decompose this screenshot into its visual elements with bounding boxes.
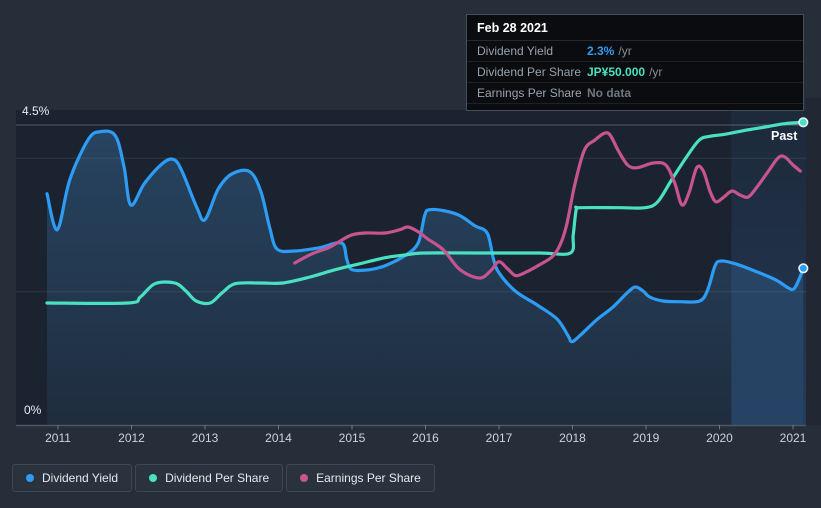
y-axis-max-label: 4.5% xyxy=(22,104,50,118)
dividend-yield-color-dot xyxy=(26,474,34,482)
x-tick-label-2013: 2013 xyxy=(192,431,219,445)
plot-right-margin xyxy=(806,98,821,425)
tooltip-row-suffix: /yr xyxy=(649,65,663,79)
x-tick-label-2016: 2016 xyxy=(412,431,439,445)
legend: Dividend Yield Dividend Per Share Earnin… xyxy=(12,464,435,492)
legend-item-label: Dividend Per Share xyxy=(165,471,270,485)
dividend-yield-line xyxy=(45,129,805,344)
x-tick-label-2021: 2021 xyxy=(780,431,807,445)
dividend-per-share-end-dot xyxy=(798,117,809,128)
x-tick-label-2020: 2020 xyxy=(706,431,733,445)
x-tick-label-2019: 2019 xyxy=(633,431,660,445)
legend-item-earnings-per-share[interactable]: Earnings Per Share xyxy=(286,464,435,492)
tooltip-row-dividend-per-share: Dividend Per Share JP¥50.000 /yr xyxy=(467,62,803,83)
x-tick-label-2017: 2017 xyxy=(486,431,513,445)
dividend-per-share-color-dot xyxy=(149,474,158,482)
x-tick-label-2012: 2012 xyxy=(118,431,145,445)
x-tick-label-2011: 2011 xyxy=(45,431,71,445)
chart-tooltip: Feb 28 2021 Dividend Yield 2.3% /yr Divi… xyxy=(466,14,804,111)
tooltip-row-label: Dividend Per Share xyxy=(477,65,582,79)
tooltip-row-earnings-per-share: Earnings Per Share No data xyxy=(467,83,803,104)
dividend-yield-end-dot xyxy=(798,263,809,274)
tooltip-row-dividend-yield: Dividend Yield 2.3% /yr xyxy=(467,41,803,62)
x-tick-label-2018: 2018 xyxy=(559,431,586,445)
tooltip-row-label: Dividend Yield xyxy=(477,44,554,58)
x-tick-label-2014: 2014 xyxy=(265,431,292,445)
past-label: Past xyxy=(771,129,798,143)
tooltip-row-value: No data xyxy=(587,86,632,100)
x-tick-label-2015: 2015 xyxy=(339,431,366,445)
earnings-per-share-line xyxy=(293,131,802,280)
earnings-per-share-color-dot xyxy=(300,474,309,482)
tooltip-row-value: 2.3% xyxy=(587,44,615,58)
tooltip-row-value: JP¥50.000 xyxy=(587,65,646,79)
legend-item-dividend-yield[interactable]: Dividend Yield xyxy=(12,464,133,492)
legend-item-dividend-per-share[interactable]: Dividend Per Share xyxy=(135,464,284,492)
legend-item-label: Earnings Per Share xyxy=(316,471,421,485)
tooltip-row-label: Earnings Per Share xyxy=(477,86,582,100)
tooltip-row-suffix: /yr xyxy=(618,44,632,58)
legend-item-label: Dividend Yield xyxy=(42,471,119,485)
tooltip-date: Feb 28 2021 xyxy=(467,15,803,41)
y-axis-min-label: 0% xyxy=(24,403,42,417)
dividend-yield-area xyxy=(47,131,804,425)
